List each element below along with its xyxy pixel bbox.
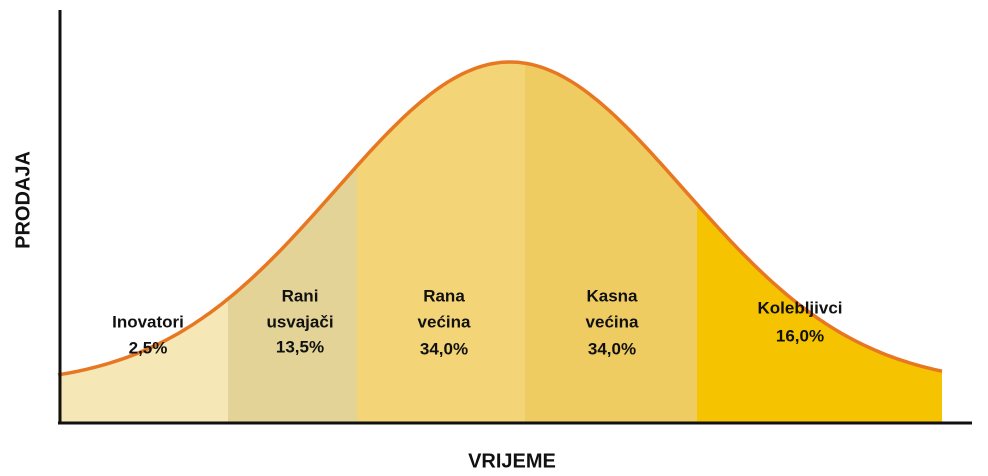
x-axis-label: VRIJEME: [468, 450, 556, 472]
segment-share: 2,5%: [129, 338, 168, 357]
y-axis-label: PRODAJA: [12, 151, 34, 249]
segment-share: 34,0%: [420, 339, 468, 358]
segment: [697, 62, 942, 422]
segment-label: Rana: [423, 286, 465, 305]
segment-label: većina: [418, 312, 471, 331]
segment-share: 13,5%: [276, 337, 324, 356]
segment: [58, 62, 228, 422]
segment-label: Kasna: [586, 286, 638, 305]
segment-label: Inovatori: [112, 312, 184, 331]
segment-share: 16,0%: [776, 326, 824, 345]
segment-label: usvajači: [266, 312, 333, 331]
segment-label: Kolebljivci: [757, 298, 842, 317]
segment: [228, 62, 357, 422]
curve: [57, 60, 943, 377]
segment-share: 34,0%: [588, 339, 636, 358]
segment: [525, 62, 697, 422]
segment-label: Rani: [282, 286, 319, 305]
segment-label: većina: [586, 312, 639, 331]
